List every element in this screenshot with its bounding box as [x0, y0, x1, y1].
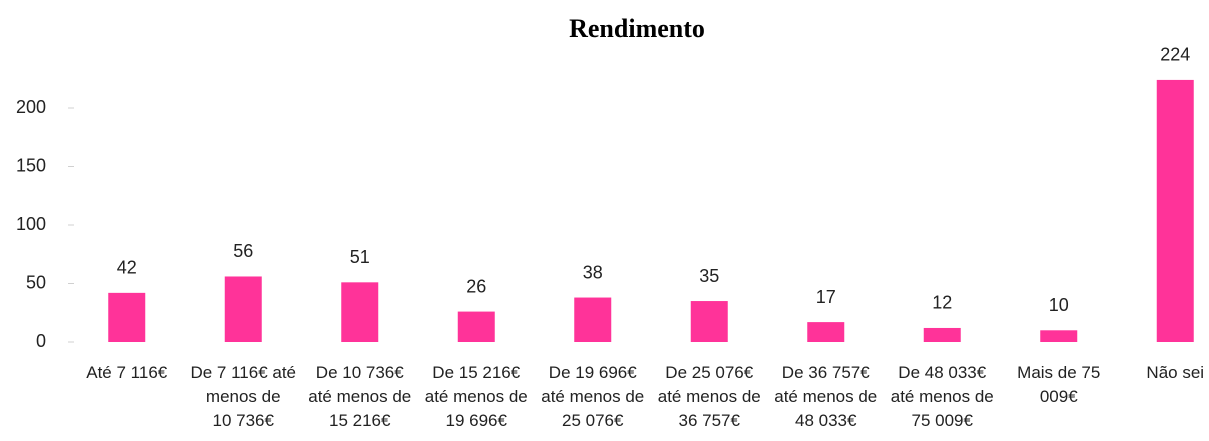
chart-title: Rendimento [569, 14, 705, 43]
x-tick-label: Mais de 75 009€ [1017, 363, 1101, 406]
y-tick-label: 200 [16, 97, 46, 117]
y-tick-label: 150 [16, 155, 46, 175]
data-label: 38 [583, 262, 603, 282]
data-label: 224 [1160, 45, 1190, 65]
data-label: 26 [466, 276, 486, 296]
x-tick-label: De 15 216€ até menos de 19 696€ [424, 363, 528, 430]
x-tick-label: Não sei [1146, 363, 1205, 382]
x-tick-label: De 25 076€ até menos de 36 757€ [657, 363, 761, 430]
bar [574, 297, 612, 342]
x-tick-label: De 36 757€ até menos de 48 033€ [774, 363, 878, 430]
x-tick-label: De 7 116€ até menos de 10 736€ [190, 363, 297, 430]
bar [690, 301, 728, 342]
bar [224, 276, 262, 342]
x-tick-label: De 19 696€ até menos de 25 076€ [541, 363, 645, 430]
bar [457, 311, 495, 342]
data-label: 51 [350, 247, 370, 267]
bar [1040, 330, 1078, 342]
bar [923, 327, 961, 342]
x-tick-label: De 48 033€ até menos de 75 009€ [890, 363, 994, 430]
data-label: 35 [699, 266, 719, 286]
bar [108, 292, 146, 342]
y-tick-label: 50 [26, 272, 46, 292]
bar [807, 322, 845, 342]
x-tick-label: Até 7 116€ [86, 363, 168, 382]
y-tick-label: 100 [16, 214, 46, 234]
data-label: 56 [233, 241, 253, 261]
bar [1156, 79, 1194, 343]
y-tick-label: 0 [36, 331, 46, 351]
data-label: 10 [1049, 295, 1069, 315]
bar [341, 282, 379, 342]
data-label: 12 [932, 293, 952, 313]
data-label: 17 [816, 287, 836, 307]
data-label: 42 [117, 258, 137, 278]
x-tick-label: De 10 736€ até menos de 15 216€ [308, 363, 412, 430]
